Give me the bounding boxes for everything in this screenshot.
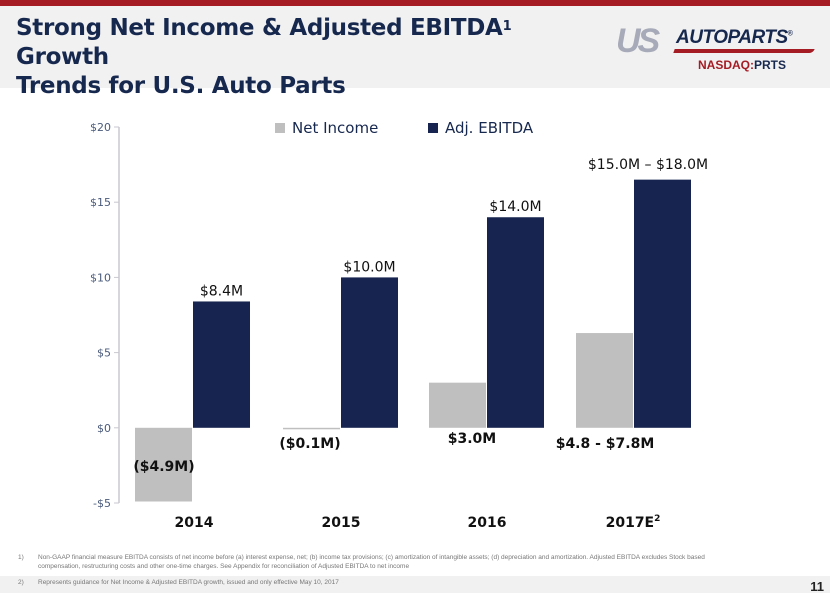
- stock-ticker: NASDAQ:PRTS: [698, 58, 786, 72]
- x-tick-label: 2014: [175, 515, 214, 531]
- bar-chart: $20 $15 $10 $5 $0 -$5 $8.4M $10.0M $14.0M $15.0M…: [90, 119, 708, 531]
- y-tick-label: $5: [97, 347, 111, 360]
- y-axis: $20 $15 $10 $5 $0 -$5: [90, 121, 120, 510]
- y-tick-label: $10: [90, 271, 111, 284]
- y-tick-label: $0: [97, 422, 111, 435]
- logo-us-text: US: [616, 22, 660, 60]
- y-tick-label: $15: [90, 196, 111, 209]
- y-tick-label: $20: [90, 121, 111, 134]
- footnote-2-number: 2): [18, 579, 24, 586]
- bar-net-income-2014: [135, 427, 192, 502]
- x-tick-label: 2017E2: [606, 514, 661, 531]
- title-footnote-marker: 1: [502, 19, 512, 34]
- page-number: 11: [810, 579, 824, 594]
- header-band: [0, 6, 830, 88]
- x-tick-footnote-marker: 2: [654, 514, 660, 524]
- data-label-adj-ebitda: $8.4M: [200, 283, 243, 299]
- data-label-adj-ebitda: $14.0M: [489, 199, 541, 215]
- y-tick-label: -$5: [93, 497, 111, 510]
- bars-group: [135, 179, 691, 502]
- data-label-net-income: ($4.9M): [133, 459, 194, 475]
- footnote-1-text: Non-GAAP financial measure EBITDA consis…: [38, 554, 705, 570]
- chart-legend: Net Income Adj. EBITDA: [275, 119, 534, 137]
- data-label-adj-ebitda: $10.0M: [343, 259, 395, 275]
- legend-label-adj-ebitda: Adj. EBITDA: [445, 119, 534, 137]
- company-logo: US AUTOPARTS®: [612, 22, 822, 68]
- title-line1: Strong Net Income & Adjusted EBITDA: [16, 15, 503, 41]
- page-title: Strong Net Income & Adjusted EBITDA1 Gro…: [16, 14, 606, 101]
- footnote-1-number: 1): [18, 554, 24, 561]
- bar-adj-ebitda-2017e: [634, 179, 691, 428]
- top-accent-bar: [0, 0, 830, 6]
- ticker-symbol: PRTS: [754, 58, 787, 72]
- footnote-2-text: Represents guidance for Net Income & Adj…: [38, 579, 339, 586]
- logo-autoparts: AUTOPARTS®: [676, 27, 793, 49]
- footer-band: [0, 576, 830, 593]
- x-tick-labels-group: 2014 2015 2016 2017E2: [175, 514, 661, 531]
- x-tick-label: 2016: [468, 515, 507, 531]
- bar-net-income-2017e: [576, 333, 633, 428]
- data-label-net-income: ($0.1M): [279, 436, 340, 452]
- ticker-exchange: NASDAQ:: [698, 58, 754, 72]
- logo-autoparts-text: AUTOPARTS: [676, 27, 788, 48]
- legend-swatch-adj-ebitda: [428, 123, 438, 133]
- bar-adj-ebitda-2016: [487, 217, 544, 428]
- legend-swatch-net-income: [275, 123, 285, 133]
- legend-label-net-income: Net Income: [292, 119, 378, 137]
- bar-net-income-2015: [283, 427, 340, 430]
- data-labels-group: $8.4M $10.0M $14.0M $15.0M – $18.0M ($4.9M) (…: [133, 157, 708, 475]
- bar-adj-ebitda-2015: [341, 277, 398, 428]
- data-label-net-income: $3.0M: [448, 431, 496, 447]
- data-label-net-income: $4.8 - $7.8M: [556, 436, 655, 452]
- bar-adj-ebitda-2014: [193, 301, 250, 428]
- title-line1-end: Growth: [16, 44, 109, 70]
- x-tick-label: 2015: [322, 515, 361, 531]
- bar-net-income-2016: [429, 382, 486, 428]
- title-line2: Trends for U.S. Auto Parts: [16, 73, 346, 99]
- registered-mark: ®: [787, 30, 793, 38]
- data-label-adj-ebitda: $15.0M – $18.0M: [588, 157, 708, 173]
- logo-swoosh: [673, 49, 815, 53]
